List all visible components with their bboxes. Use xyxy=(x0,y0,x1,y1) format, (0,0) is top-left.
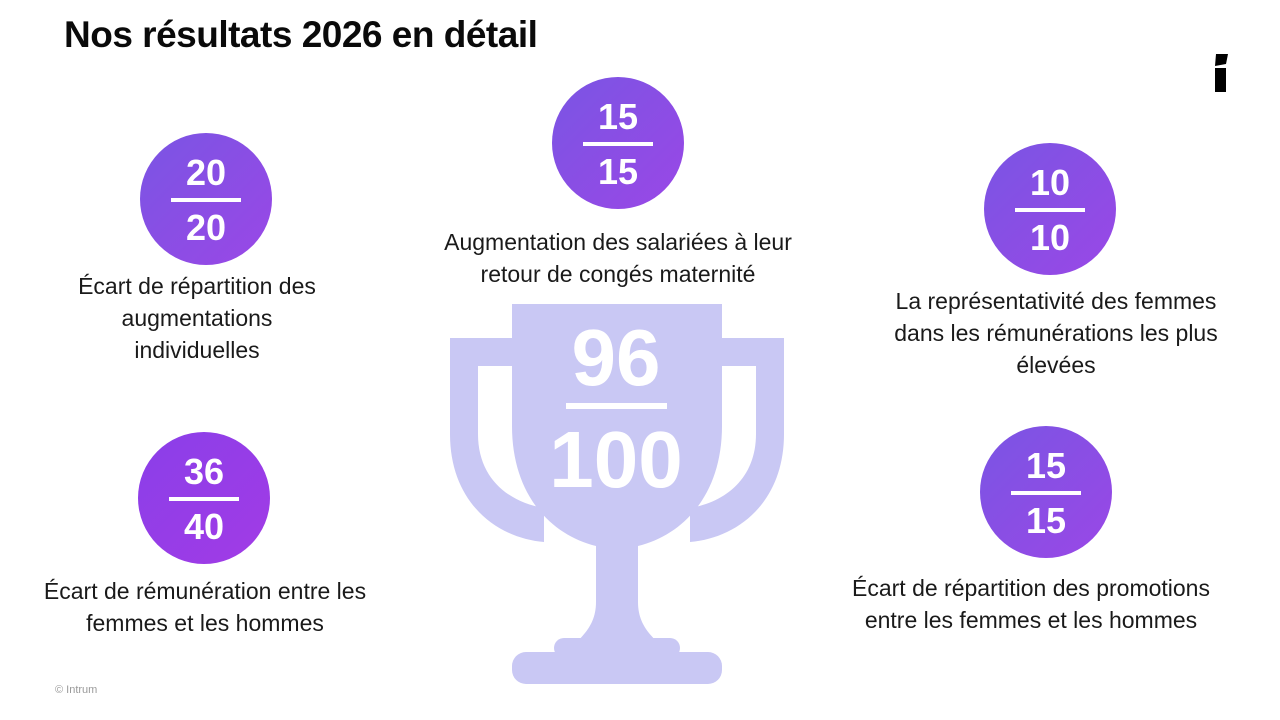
trophy-fraction-bar xyxy=(566,403,667,409)
fraction-bar xyxy=(1011,491,1081,495)
caption-maternite: Augmentation des salariées à leur retour… xyxy=(444,229,792,287)
copyright-notice: © Intrum xyxy=(55,684,98,696)
badge-denominator: 15 xyxy=(1025,500,1067,541)
fraction-bar xyxy=(169,497,239,501)
badge-numerator: 10 xyxy=(1029,162,1071,203)
badge-numerator: 15 xyxy=(1025,445,1067,486)
caption-promotions: Écart de répartition des promotions entr… xyxy=(852,575,1210,633)
score-badge-augmentations: 20 20 xyxy=(140,133,272,265)
fraction-bar xyxy=(1015,208,1085,212)
badge-denominator: 15 xyxy=(597,151,639,192)
caption-augmentations: Écart de répartition des augmentations i… xyxy=(78,273,316,363)
badge-numerator: 36 xyxy=(183,451,225,492)
score-badge-maternite: 15 15 xyxy=(552,77,684,209)
trophy-score-numerator: 96 xyxy=(571,313,661,402)
intrum-logo-icon xyxy=(1215,54,1228,92)
score-badge-representativite: 10 10 xyxy=(984,143,1116,275)
caption-representativite: La représentativité des femmes dans les … xyxy=(894,288,1218,378)
score-badge-promotions: 15 15 xyxy=(980,426,1112,558)
trophy-score-denominator: 100 xyxy=(549,415,683,504)
score-badge-remuneration: 36 40 xyxy=(138,432,270,564)
badge-denominator: 20 xyxy=(185,207,227,248)
trophy-icon xyxy=(450,304,784,684)
fraction-bar xyxy=(583,142,653,146)
badge-numerator: 20 xyxy=(185,152,227,193)
badge-denominator: 10 xyxy=(1029,217,1071,258)
caption-remuneration: Écart de rémunération entre les femmes e… xyxy=(43,578,367,636)
badge-numerator: 15 xyxy=(597,96,639,137)
page-title: Nos résultats 2026 en détail xyxy=(64,14,538,55)
badge-denominator: 40 xyxy=(183,506,225,547)
fraction-bar xyxy=(171,198,241,202)
